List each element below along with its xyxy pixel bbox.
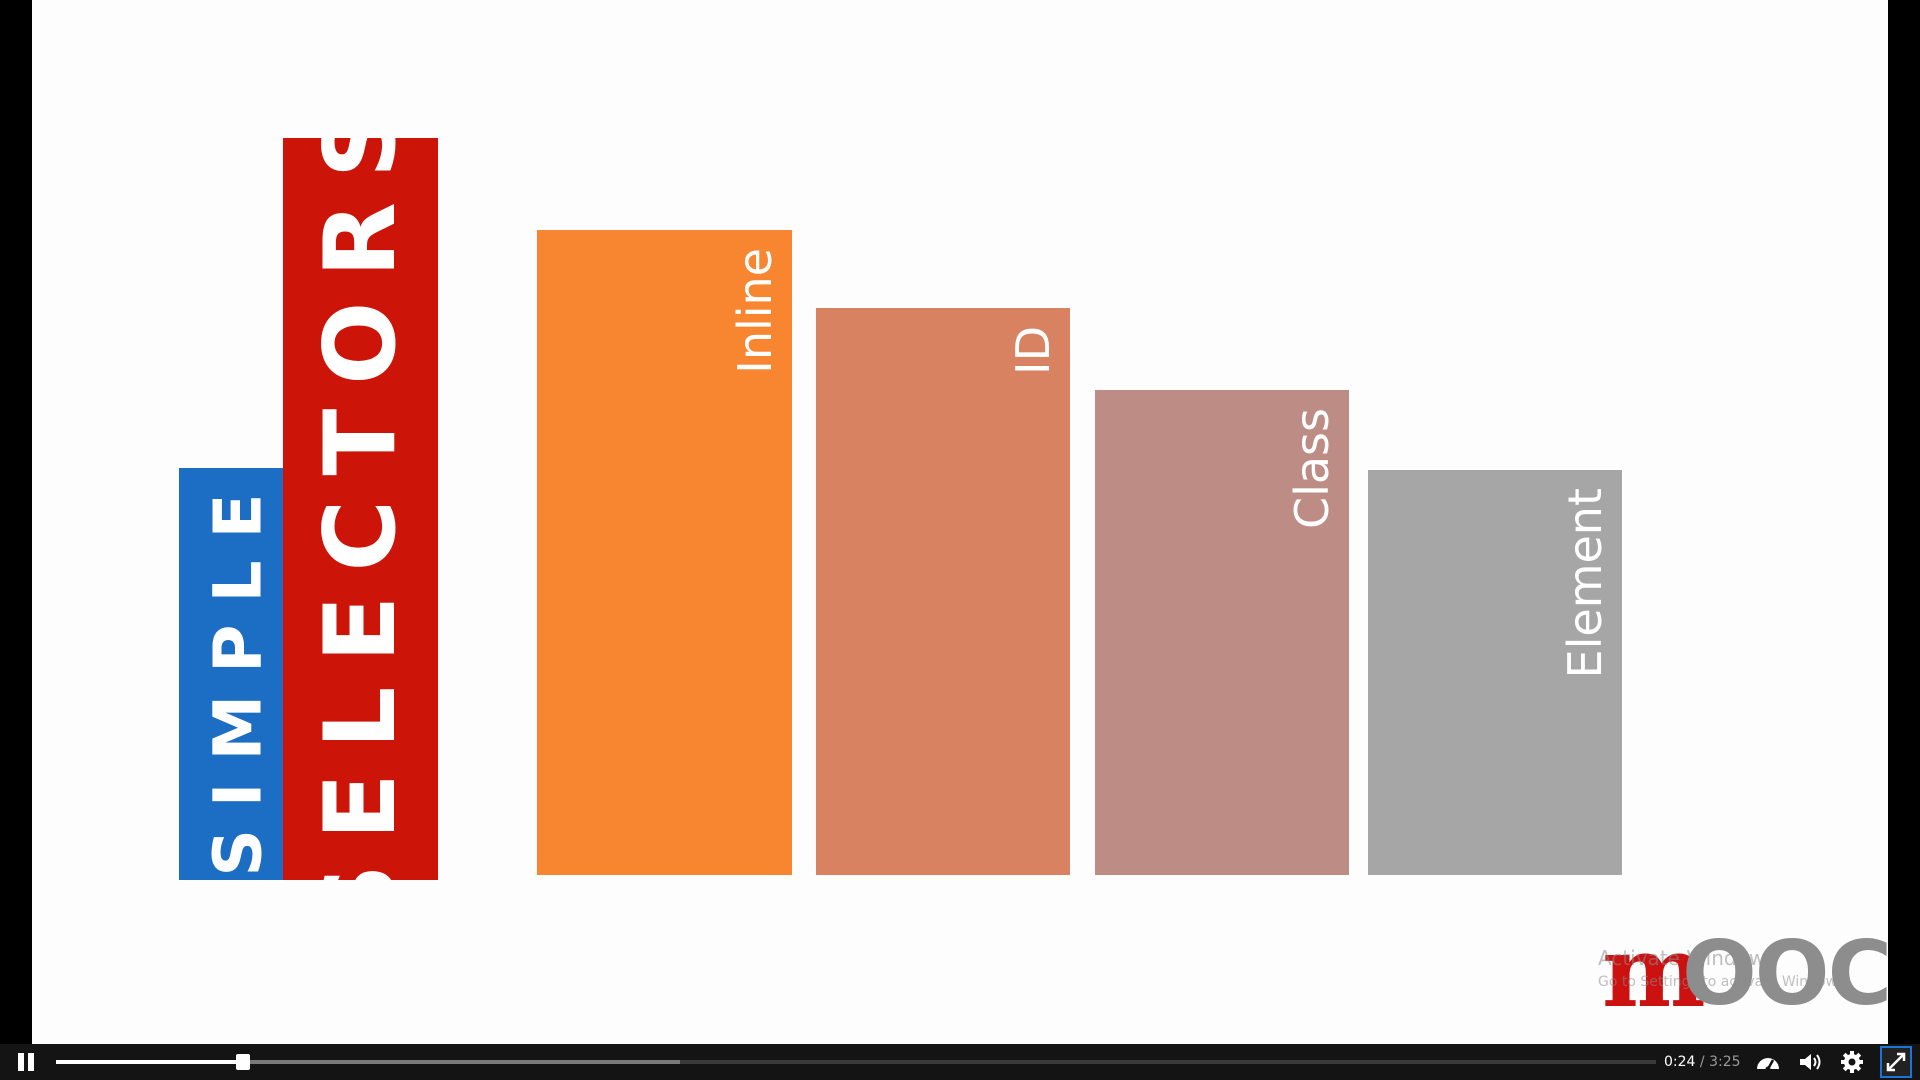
time-display: 0:24 / 3:25 [1664, 1044, 1741, 1080]
selectors-title-box: SELECTORS [283, 138, 438, 880]
logo-first-letter: m [1602, 915, 1706, 1030]
volume-icon [1800, 1054, 1821, 1070]
current-time: 0:24 [1664, 1054, 1696, 1070]
activate-windows-watermark: Activate Windows Go to Settings to activ… [1598, 946, 1849, 990]
video-slide[interactable]: SIMPLE SELECTORS Inline ID Class Element… [32, 0, 1888, 1044]
bar-label-class: Class [1285, 408, 1339, 530]
bar-element: Element [1368, 470, 1622, 875]
progress-handle[interactable] [236, 1054, 251, 1070]
playback-speed-button[interactable] [1754, 1048, 1782, 1076]
watermark-title: Activate Windows [1598, 946, 1776, 970]
selectors-title-text: SELECTORS [303, 138, 418, 880]
progress-loaded [56, 1060, 680, 1064]
bar-label-inline: Inline [728, 248, 782, 374]
volume-button[interactable] [1796, 1048, 1824, 1076]
pause-icon [16, 1053, 36, 1071]
bar-inline: Inline [537, 230, 792, 875]
bar-id: ID [816, 308, 1070, 875]
exit-fullscreen-button[interactable] [1880, 1046, 1912, 1078]
bar-label-element: Element [1558, 488, 1612, 679]
speed-gauge-icon [1757, 1058, 1779, 1072]
simple-title-text: SIMPLE [199, 471, 277, 877]
bar-class: Class [1095, 390, 1349, 875]
time-separator: / [1699, 1054, 1705, 1070]
simple-title-box: SIMPLE [179, 468, 297, 880]
progress-bar[interactable] [56, 1054, 1656, 1070]
settings-button[interactable] [1838, 1048, 1866, 1076]
watermark-subtitle: Go to Settings to activate Windows. [1598, 974, 1849, 990]
pause-button[interactable] [12, 1044, 40, 1080]
progress-played [56, 1060, 244, 1064]
duration: 3:25 [1709, 1054, 1741, 1070]
bar-label-id: ID [1006, 326, 1060, 375]
video-control-bar: 0:24 / 3:25 [0, 1044, 1920, 1080]
exit-fullscreen-icon [1886, 1052, 1906, 1072]
gear-icon [1841, 1051, 1863, 1073]
